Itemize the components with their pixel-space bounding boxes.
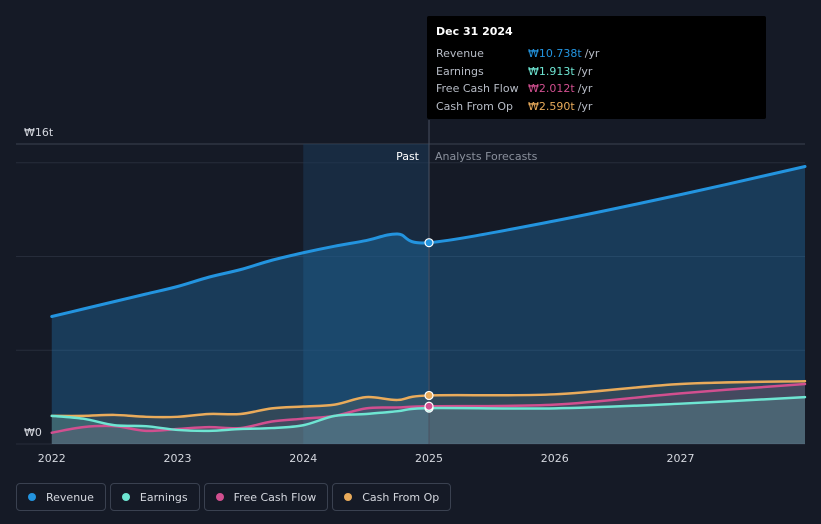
tooltip-markers: [424, 238, 434, 413]
marker-revenue: [424, 238, 434, 248]
legend-label: Revenue: [46, 490, 94, 504]
past-label: Past: [396, 150, 420, 163]
tooltip-row-cfo: Cash From Op ₩2.590t /yr: [436, 98, 757, 116]
legend-item-fcf[interactable]: Free Cash Flow: [203, 483, 329, 511]
legend: Revenue Earnings Free Cash Flow Cash Fro…: [16, 483, 452, 511]
marker-fcf: [424, 401, 434, 411]
tooltip-row-revenue: Revenue ₩10.738t /yr: [436, 45, 757, 63]
x-tick-label: 2027: [667, 452, 695, 465]
tooltip-row-value: ₩10.738t: [528, 47, 582, 61]
tooltip-row-unit: /yr: [584, 47, 600, 61]
line-earnings: [50, 395, 807, 433]
legend-label: Earnings: [139, 490, 188, 504]
forecast-label: Analysts Forecasts: [435, 150, 538, 163]
line-revenue: [50, 165, 807, 318]
tooltip-row-label: Free Cash Flow: [436, 82, 519, 96]
x-tick-label: 2023: [164, 452, 192, 465]
legend-item-earnings[interactable]: Earnings: [109, 483, 200, 511]
tooltip: Dec 31 2024 Revenue ₩10.738t /yr Earning…: [427, 16, 766, 119]
tooltip-row-value: ₩2.590t: [528, 99, 575, 113]
line-cfo: [50, 379, 807, 419]
y-axis-bottom-label: ₩0: [24, 426, 42, 439]
marker-cfo: [424, 390, 434, 401]
tooltip-row-unit: /yr: [577, 82, 593, 96]
x-tick-label: 2024: [289, 452, 317, 465]
legend-item-cfo[interactable]: Cash From Op: [332, 483, 452, 511]
legend-dot-icon: [28, 493, 36, 501]
tooltip-row-value: ₩2.012t: [528, 82, 575, 96]
x-tick-label: 2022: [38, 452, 66, 465]
y-axis-top-label: ₩16t: [24, 126, 54, 139]
legend-label: Cash From Op: [362, 490, 440, 504]
legend-dot-icon: [121, 493, 130, 501]
legend-dot-icon: [344, 493, 353, 501]
x-tick-label: 2025: [415, 452, 443, 465]
legend-label: Free Cash Flow: [233, 490, 317, 504]
tooltip-row-fcf: Free Cash Flow ₩2.012t /yr: [436, 80, 757, 98]
tooltip-row-label: Revenue: [436, 47, 484, 61]
legend-dot-icon: [215, 493, 224, 501]
past-highlight-band: [303, 144, 430, 444]
x-axis-ticks: 2022 2023 2024 2025 2026 2027: [38, 452, 695, 465]
tooltip-date: Dec 31 2024: [436, 25, 513, 38]
line-fcf: [50, 382, 807, 434]
tooltip-row-value: ₩1.913t: [528, 64, 575, 78]
tooltip-row-earnings: Earnings ₩1.913t /yr: [436, 63, 757, 81]
legend-item-revenue[interactable]: Revenue: [16, 483, 106, 511]
area-earnings: [51, 397, 806, 444]
series-lines: [50, 165, 807, 434]
tooltip-row-unit: /yr: [577, 64, 593, 78]
tooltip-row-unit: /yr: [577, 99, 593, 113]
area-revenue: [51, 166, 806, 444]
tooltip-row-label: Earnings: [436, 64, 484, 78]
tooltip-row-label: Cash From Op: [436, 99, 514, 113]
x-tick-label: 2026: [541, 452, 569, 465]
